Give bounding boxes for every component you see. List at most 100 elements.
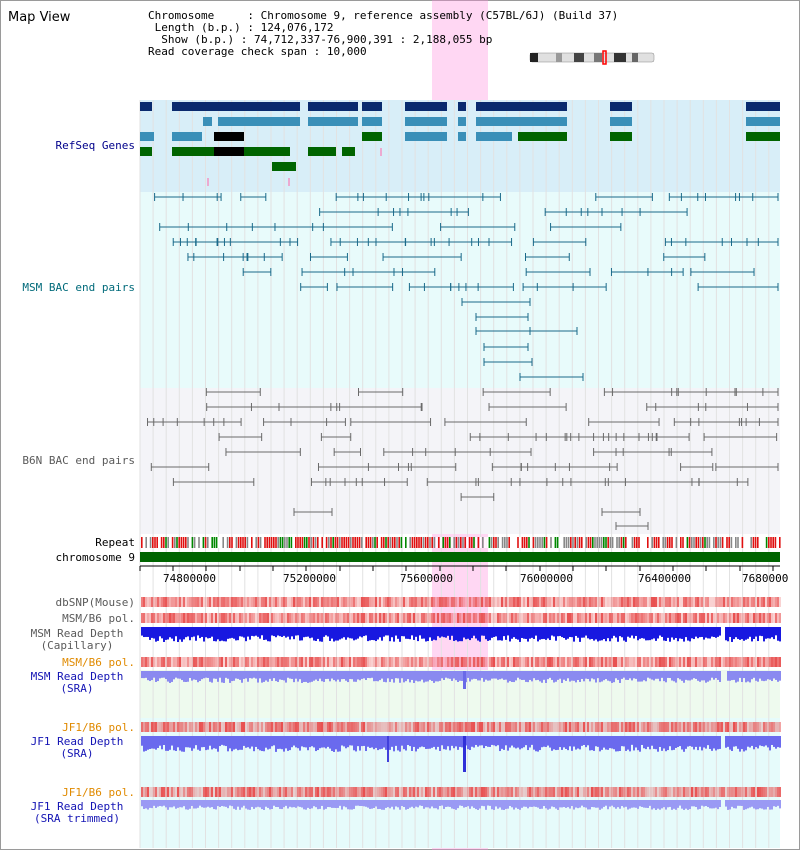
jf1-pol-mark xyxy=(371,722,373,732)
repeat-mark xyxy=(154,537,156,548)
msm-bac-end-pairs[interactable] xyxy=(154,193,779,381)
jf1-pol-mark xyxy=(629,722,631,732)
jf1-pol2-mark xyxy=(765,787,767,797)
msm-pol2-mark xyxy=(553,657,555,667)
repeat-mark xyxy=(319,537,321,548)
msm-sra-depth xyxy=(697,671,699,681)
msm-cap-depth xyxy=(583,627,585,638)
jf1-trim-depth xyxy=(389,800,391,809)
msm-pol-mark xyxy=(603,613,605,623)
jf1-pol-mark xyxy=(509,722,511,732)
repeat-mark xyxy=(290,537,293,548)
msm-pol-mark xyxy=(569,613,571,623)
msm-pol2-mark xyxy=(667,657,669,667)
msm-sra-depth xyxy=(527,671,529,683)
jf1-pol-mark xyxy=(457,722,459,732)
msm-cap-depth xyxy=(441,627,443,637)
msm-sra-depth xyxy=(659,671,661,682)
jf1-pol2-mark xyxy=(165,787,167,797)
msm-pol2-mark xyxy=(287,657,289,667)
msm-sra-depth xyxy=(495,671,497,679)
msm-cap-depth xyxy=(597,627,599,642)
msm-sra-depth xyxy=(251,671,253,679)
msm-pol-mark xyxy=(277,613,279,623)
msm-cap-depth xyxy=(191,627,193,638)
repeat-mark xyxy=(317,537,319,548)
dbsnp-mark xyxy=(489,597,491,607)
repeat-mark xyxy=(218,537,220,548)
msm-cap-depth xyxy=(563,627,565,639)
msm-pol-mark xyxy=(403,613,405,623)
msm-cap-depth xyxy=(143,627,145,638)
jf1-sra-depth xyxy=(597,736,599,747)
jf1-trim-depth xyxy=(221,800,223,807)
msm-cap-depth xyxy=(615,627,617,638)
repeat-mark xyxy=(312,537,315,548)
jf1-pol2-mark xyxy=(529,787,531,797)
msm-sra-depth xyxy=(485,671,487,680)
chromosome-ideogram[interactable] xyxy=(529,50,655,65)
dbsnp-mark xyxy=(307,597,309,607)
jf1-sra-depth xyxy=(687,736,689,747)
jf1-pol2-mark xyxy=(653,787,655,797)
msm-sra-depth xyxy=(643,671,645,681)
msm-pol2-mark xyxy=(703,657,705,667)
jf1-pol2-mark xyxy=(301,787,303,797)
jf1-trim-depth xyxy=(583,800,585,808)
b6n-bac-end-pairs[interactable] xyxy=(147,388,779,530)
repeat-mark xyxy=(556,537,559,548)
msm-bac-band xyxy=(140,192,780,388)
msm-cap-depth xyxy=(347,627,349,638)
dbsnp-mark xyxy=(605,597,607,607)
jf1-sra-depth xyxy=(753,736,755,750)
msm-cap-depth xyxy=(763,627,765,642)
jf1-pol-mark xyxy=(205,722,207,732)
dbsnp-mark xyxy=(499,597,501,607)
msm-cap-depth xyxy=(205,627,207,638)
msm-pol-mark xyxy=(449,613,451,623)
msm-pol2-mark xyxy=(573,657,575,667)
jf1-sra-depth xyxy=(393,736,395,752)
msm-pol-mark xyxy=(613,613,615,623)
msm-cap-depth xyxy=(381,627,383,641)
dbsnp-mark xyxy=(779,597,781,607)
jf1-sra-depth xyxy=(497,736,499,746)
jf1-sra-depth xyxy=(613,736,615,750)
jf1-pol-mark xyxy=(667,722,669,732)
msm-pol-mark xyxy=(281,613,283,623)
jf1-pol2-mark xyxy=(435,787,437,797)
jf1-trim-depth xyxy=(155,800,157,808)
msm-sra-depth xyxy=(411,671,413,680)
repeat-mark xyxy=(724,537,726,548)
jf1-trim-depth xyxy=(493,800,495,810)
jf1-trim-depth xyxy=(569,800,571,809)
dbsnp-mark xyxy=(213,597,215,607)
msm-cap-depth xyxy=(197,627,199,636)
repeat-mark xyxy=(193,537,196,548)
dbsnp-mark xyxy=(599,597,601,607)
msm-pol-mark xyxy=(313,613,315,623)
refseq-genes[interactable] xyxy=(140,102,780,186)
msm-pol2-mark xyxy=(333,657,335,667)
repeat-mark xyxy=(499,537,502,548)
dbsnp-mark xyxy=(529,597,531,607)
msm-cap-depth xyxy=(609,627,611,642)
repeat-mark xyxy=(213,537,216,548)
msm-sra-depth xyxy=(507,671,509,683)
msm-sra-depth xyxy=(263,671,265,682)
msm-pol-mark xyxy=(179,613,181,623)
jf1-pol-mark xyxy=(549,722,551,732)
dbsnp-mark xyxy=(483,597,485,607)
jf1-pol2-mark xyxy=(759,787,761,797)
msm-cap-depth xyxy=(709,627,711,639)
msm-pol-mark xyxy=(283,613,285,623)
msm-cap-depth xyxy=(777,627,779,641)
msm-pol2-mark xyxy=(469,657,471,667)
jf1-pol-mark xyxy=(409,722,411,732)
msm-cap-depth xyxy=(337,627,339,641)
repeat-mark xyxy=(407,537,409,548)
jf1-pol-mark xyxy=(249,722,251,732)
msm-sra-depth xyxy=(541,671,543,683)
msm-cap-depth xyxy=(183,627,185,640)
